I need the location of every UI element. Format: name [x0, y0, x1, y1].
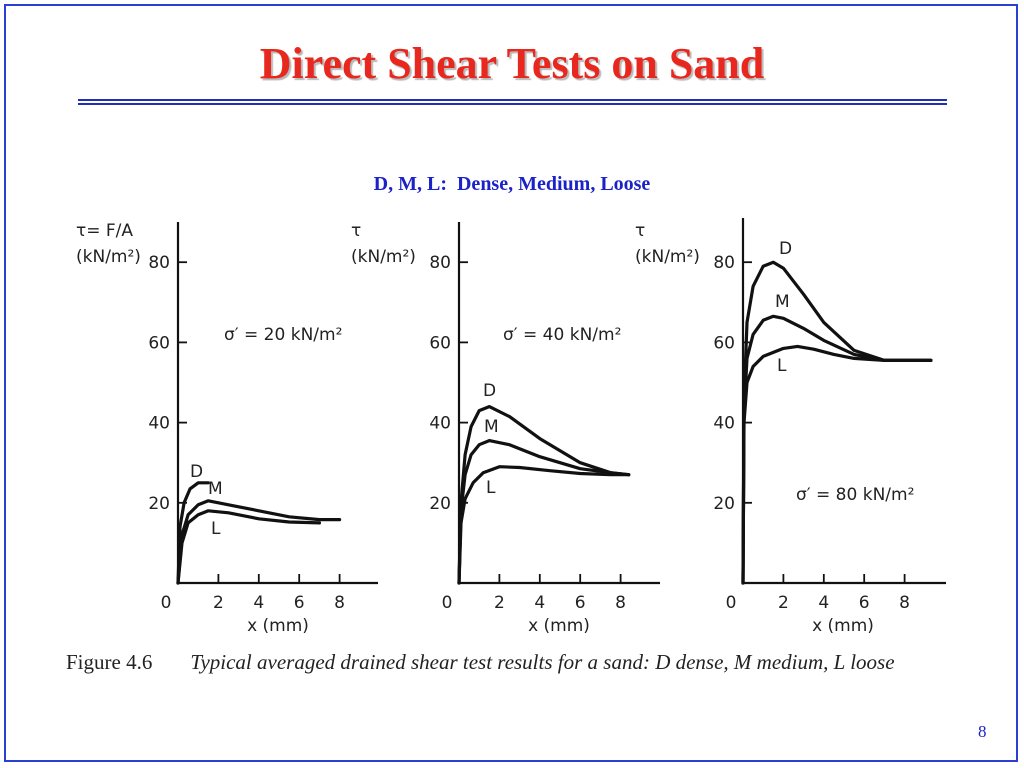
panel-1-x-axis-label: x (mm) [247, 616, 309, 636]
panel-1-y-axis-label-line1: τ= F/A [76, 221, 133, 241]
panel-2-curve-label-l: L [486, 478, 496, 498]
panel-2-curve-label-m: M [484, 417, 499, 437]
panel-1-y-tick-label: 20 [148, 494, 170, 514]
slide-subtitle: D, M, L: Dense, Medium, Loose [373, 173, 651, 195]
panel-3-curve-label-d: D [779, 239, 792, 259]
panel-1-curve-label-d: D [190, 462, 203, 482]
panel-1-x-tick-label: 6 [294, 593, 305, 613]
panel-2-y-axis-label-line2: (kN/m²) [351, 247, 416, 267]
panel-2-curve-l [457, 465, 631, 585]
panel-3-x-tick-label: 2 [778, 593, 789, 613]
panel-3-curve-l [741, 344, 933, 585]
panel-2-y-tick-label: 20 [429, 494, 451, 514]
panel-3-y-tick-label: 60 [713, 333, 735, 353]
panel-1-x-tick-label: 4 [253, 593, 264, 613]
panel-1-curve-label-m: M [208, 479, 223, 499]
panel-1-x-tick-label: 0 [161, 593, 172, 613]
slide-title: Direct Shear Tests on Sand [259, 39, 765, 88]
panel-2-x-tick-label: 6 [575, 593, 586, 613]
panel-2-y-axis-label-line1: τ [351, 221, 361, 241]
caption-lead: Figure 4.6 [66, 650, 153, 674]
title-underline-bottom [78, 103, 947, 105]
panel-2-curve-d [457, 405, 631, 585]
panel-1-y-tick-label: 40 [148, 414, 170, 434]
panel-2-y-tick-label: 60 [429, 333, 451, 353]
slide-frame [4, 4, 1018, 762]
panel-1-y-tick-label: 60 [148, 333, 170, 353]
panel-2-stress-annotation: σ′ = 40 kN/m² [503, 325, 621, 345]
panel-2-x-tick-label: 0 [442, 593, 453, 613]
caption-body: Typical averaged drained shear test resu… [190, 650, 895, 674]
panel-3-x-tick-label: 0 [726, 593, 737, 613]
panel-2-y-tick-label: 80 [429, 253, 451, 273]
panel-3-y-tick-label: 40 [713, 414, 735, 434]
panel-3-y-tick-label: 20 [713, 494, 735, 514]
panel-3-curve-d [741, 260, 933, 585]
panel-3-x-tick-label: 4 [818, 593, 829, 613]
panel-2-x-axis-label: x (mm) [528, 616, 590, 636]
panel-2-curve-label-d: D [483, 381, 496, 401]
figure-caption: Figure 4.6 Typical averaged drained shear… [66, 648, 966, 676]
panel-1-y-tick-label: 80 [148, 253, 170, 273]
panel-1-stress-annotation: σ′ = 20 kN/m² [224, 325, 342, 345]
panel-3-x-tick-label: 6 [859, 593, 870, 613]
panel-3-curve-label-l: L [777, 356, 787, 376]
panel-1-curve-d [176, 481, 210, 585]
panel-3-y-axis-label-line2: (kN/m²) [635, 247, 700, 267]
panel-2-x-tick-label: 4 [534, 593, 545, 613]
panel-2-x-tick-label: 8 [615, 593, 626, 613]
panel-2-x-tick-label: 2 [494, 593, 505, 613]
panel-3-x-axis-label: x (mm) [812, 616, 874, 636]
panel-1-curve-label-l: L [211, 519, 221, 539]
panel-1-x-tick-label: 8 [334, 593, 345, 613]
panel-2-curve-m [457, 439, 631, 585]
panel-3-curve-label-m: M [775, 292, 790, 312]
panel-3-x-tick-label: 8 [899, 593, 910, 613]
panel-3-y-axis-label-line1: τ [635, 221, 645, 241]
panel-3-y-tick-label: 80 [713, 253, 735, 273]
panel-1-curve-m [176, 499, 342, 585]
panel-1-x-tick-label: 2 [213, 593, 224, 613]
panel-1-curve-l [176, 509, 321, 585]
page-number: 8 [978, 722, 987, 741]
panel-3-stress-annotation: σ′ = 80 kN/m² [796, 485, 914, 505]
panel-2-y-tick-label: 40 [429, 414, 451, 434]
title-underline-top [78, 99, 947, 101]
panel-1-y-axis-label-line2: (kN/m²) [76, 247, 141, 267]
panel-3-curve-m [741, 314, 933, 585]
